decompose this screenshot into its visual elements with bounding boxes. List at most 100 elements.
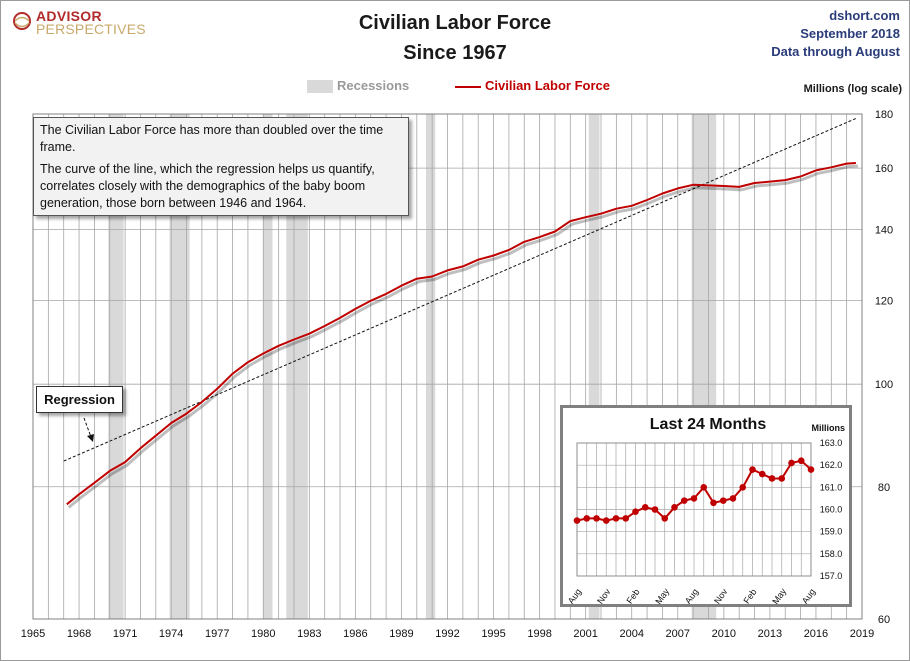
x-tick-label: 2016 [804,628,828,640]
data-through-label: Data through August [771,44,900,59]
y-tick-label: 180 [875,109,893,121]
inset-x-tick-label: May [653,586,671,604]
inset-plot-border [576,442,812,577]
inset-y-tick-label: 161.0 [820,482,843,492]
chart-title-line1: Civilian Labor Force [358,12,552,34]
inset-data-point [651,506,659,513]
plot-area-border [32,113,863,620]
recession-band [426,114,436,619]
inset-data-point [739,484,747,491]
x-tick-label: 2001 [573,628,597,640]
inset-data-point [719,497,727,504]
inset-data-point [573,517,581,524]
advisor-perspectives-logo: ADVISOR PERSPECTIVES [8,6,146,37]
x-tick-label: 1986 [343,628,367,640]
inset-data-point [797,457,805,465]
x-tick-label: 1965 [21,628,45,640]
recession-band [588,114,600,619]
x-tick-label: 1992 [435,628,459,640]
legend-series-swatch [455,86,481,88]
x-tick-label: 1995 [481,628,505,640]
series-line-shadow [67,164,858,509]
x-tick-label: 2013 [758,628,782,640]
annotation-note-paragraph-2: The curve of the line, which the regress… [40,162,375,210]
x-tick-label: 1998 [527,628,551,640]
regression-pointer-arrowhead [87,434,94,442]
inset-data-point [700,484,708,491]
inset-chart-title: Last 24 Months [649,416,767,433]
legend-series-label: Civilian Labor Force [485,78,610,93]
inset-x-tick-label: Feb [741,587,758,604]
recession-band [169,114,190,619]
y-tick-label: 60 [878,614,890,626]
recession-band [263,114,273,619]
inset-data-point [690,495,698,502]
inset-data-point [758,470,766,478]
inset-data-point [593,515,600,522]
inset-data-point [612,515,620,522]
x-tick-label: 1968 [67,628,91,640]
y-tick-label: 100 [875,379,893,391]
inset-data-point [710,499,717,507]
inset-y-tick-label: 163.0 [820,438,843,448]
inset-data-point [788,459,795,467]
inset-data-point [729,495,737,502]
logo-text-line1: ADVISOR [36,8,102,24]
chart-title-line2: Since 1967 [403,42,507,64]
x-tick-label: 1974 [159,628,183,640]
regression-line [63,117,858,462]
y-tick-label: 80 [878,482,890,494]
x-tick-label: 2010 [712,628,736,640]
inset-x-tick-label: Feb [624,587,641,604]
inset-data-point [622,515,630,522]
logo-globe-icon [13,12,31,30]
inset-data-point [778,475,786,482]
inset-x-tick-label: May [770,586,788,604]
inset-data-point [749,466,756,473]
inset-chart-box: Last 24 Months Millions 157.0 158.0 159.0 1… [560,405,852,607]
inset-data-point [632,508,639,516]
x-tick-label: 1971 [113,628,137,640]
inset-x-tick-label: Aug [683,587,700,604]
date-label: September 2018 [800,26,900,41]
y-tick-label: 140 [875,225,893,237]
logo-text-line2: PERSPECTIVES [36,21,146,37]
inset-y-tick-label: 157.0 [820,571,843,581]
inset-data-point [583,515,591,522]
inset-data-point [807,466,815,473]
annotation-note-box: The Civilian Labor Force has more than d… [33,117,409,216]
legend-recessions-swatch [307,80,333,93]
inset-data-point [641,503,649,511]
source-label: dshort.com [829,8,900,23]
inset-data-point [680,497,688,504]
inset-data-point [661,515,669,522]
inset-y-tick-label: 162.0 [820,460,843,470]
inset-x-tick-label: Aug [566,587,583,604]
annotation-note-paragraph-1: The Civilian Labor Force has more than d… [40,123,384,154]
inset-chart: 157.0 158.0 159.0 160.0 161.0 162.0 163.0 Aug No… [566,438,843,604]
inset-data-point [671,503,678,511]
inset-data-point [768,475,776,482]
regression-label-box: Regression [36,386,123,413]
series-line-civilian-labor-force [66,162,856,506]
x-tick-label: 1989 [389,628,413,640]
inset-data-point [602,517,610,524]
y-axis-unit-label: Millions (log scale) [803,83,902,95]
x-tick-label: 2019 [850,628,874,640]
x-tick-label: 1977 [205,628,229,640]
y-tick-label: 120 [875,295,893,307]
legend-recessions-label: Recessions [337,78,410,93]
inset-x-tick-label: Nov [712,586,730,604]
inset-x-tick-label: Aug [800,587,817,604]
x-tick-label: 2007 [666,628,690,640]
inset-chart-unit-label: Millions [811,423,846,433]
x-tick-label: 2004 [619,628,643,640]
inset-x-tick-label: Nov [595,586,613,604]
recession-band [108,114,124,619]
recession-band [286,114,308,619]
inset-y-tick-label: 160.0 [820,505,843,515]
y-tick-label: 160 [875,163,893,175]
regression-pointer-line [83,417,92,438]
inset-y-tick-label: 158.0 [820,549,843,559]
